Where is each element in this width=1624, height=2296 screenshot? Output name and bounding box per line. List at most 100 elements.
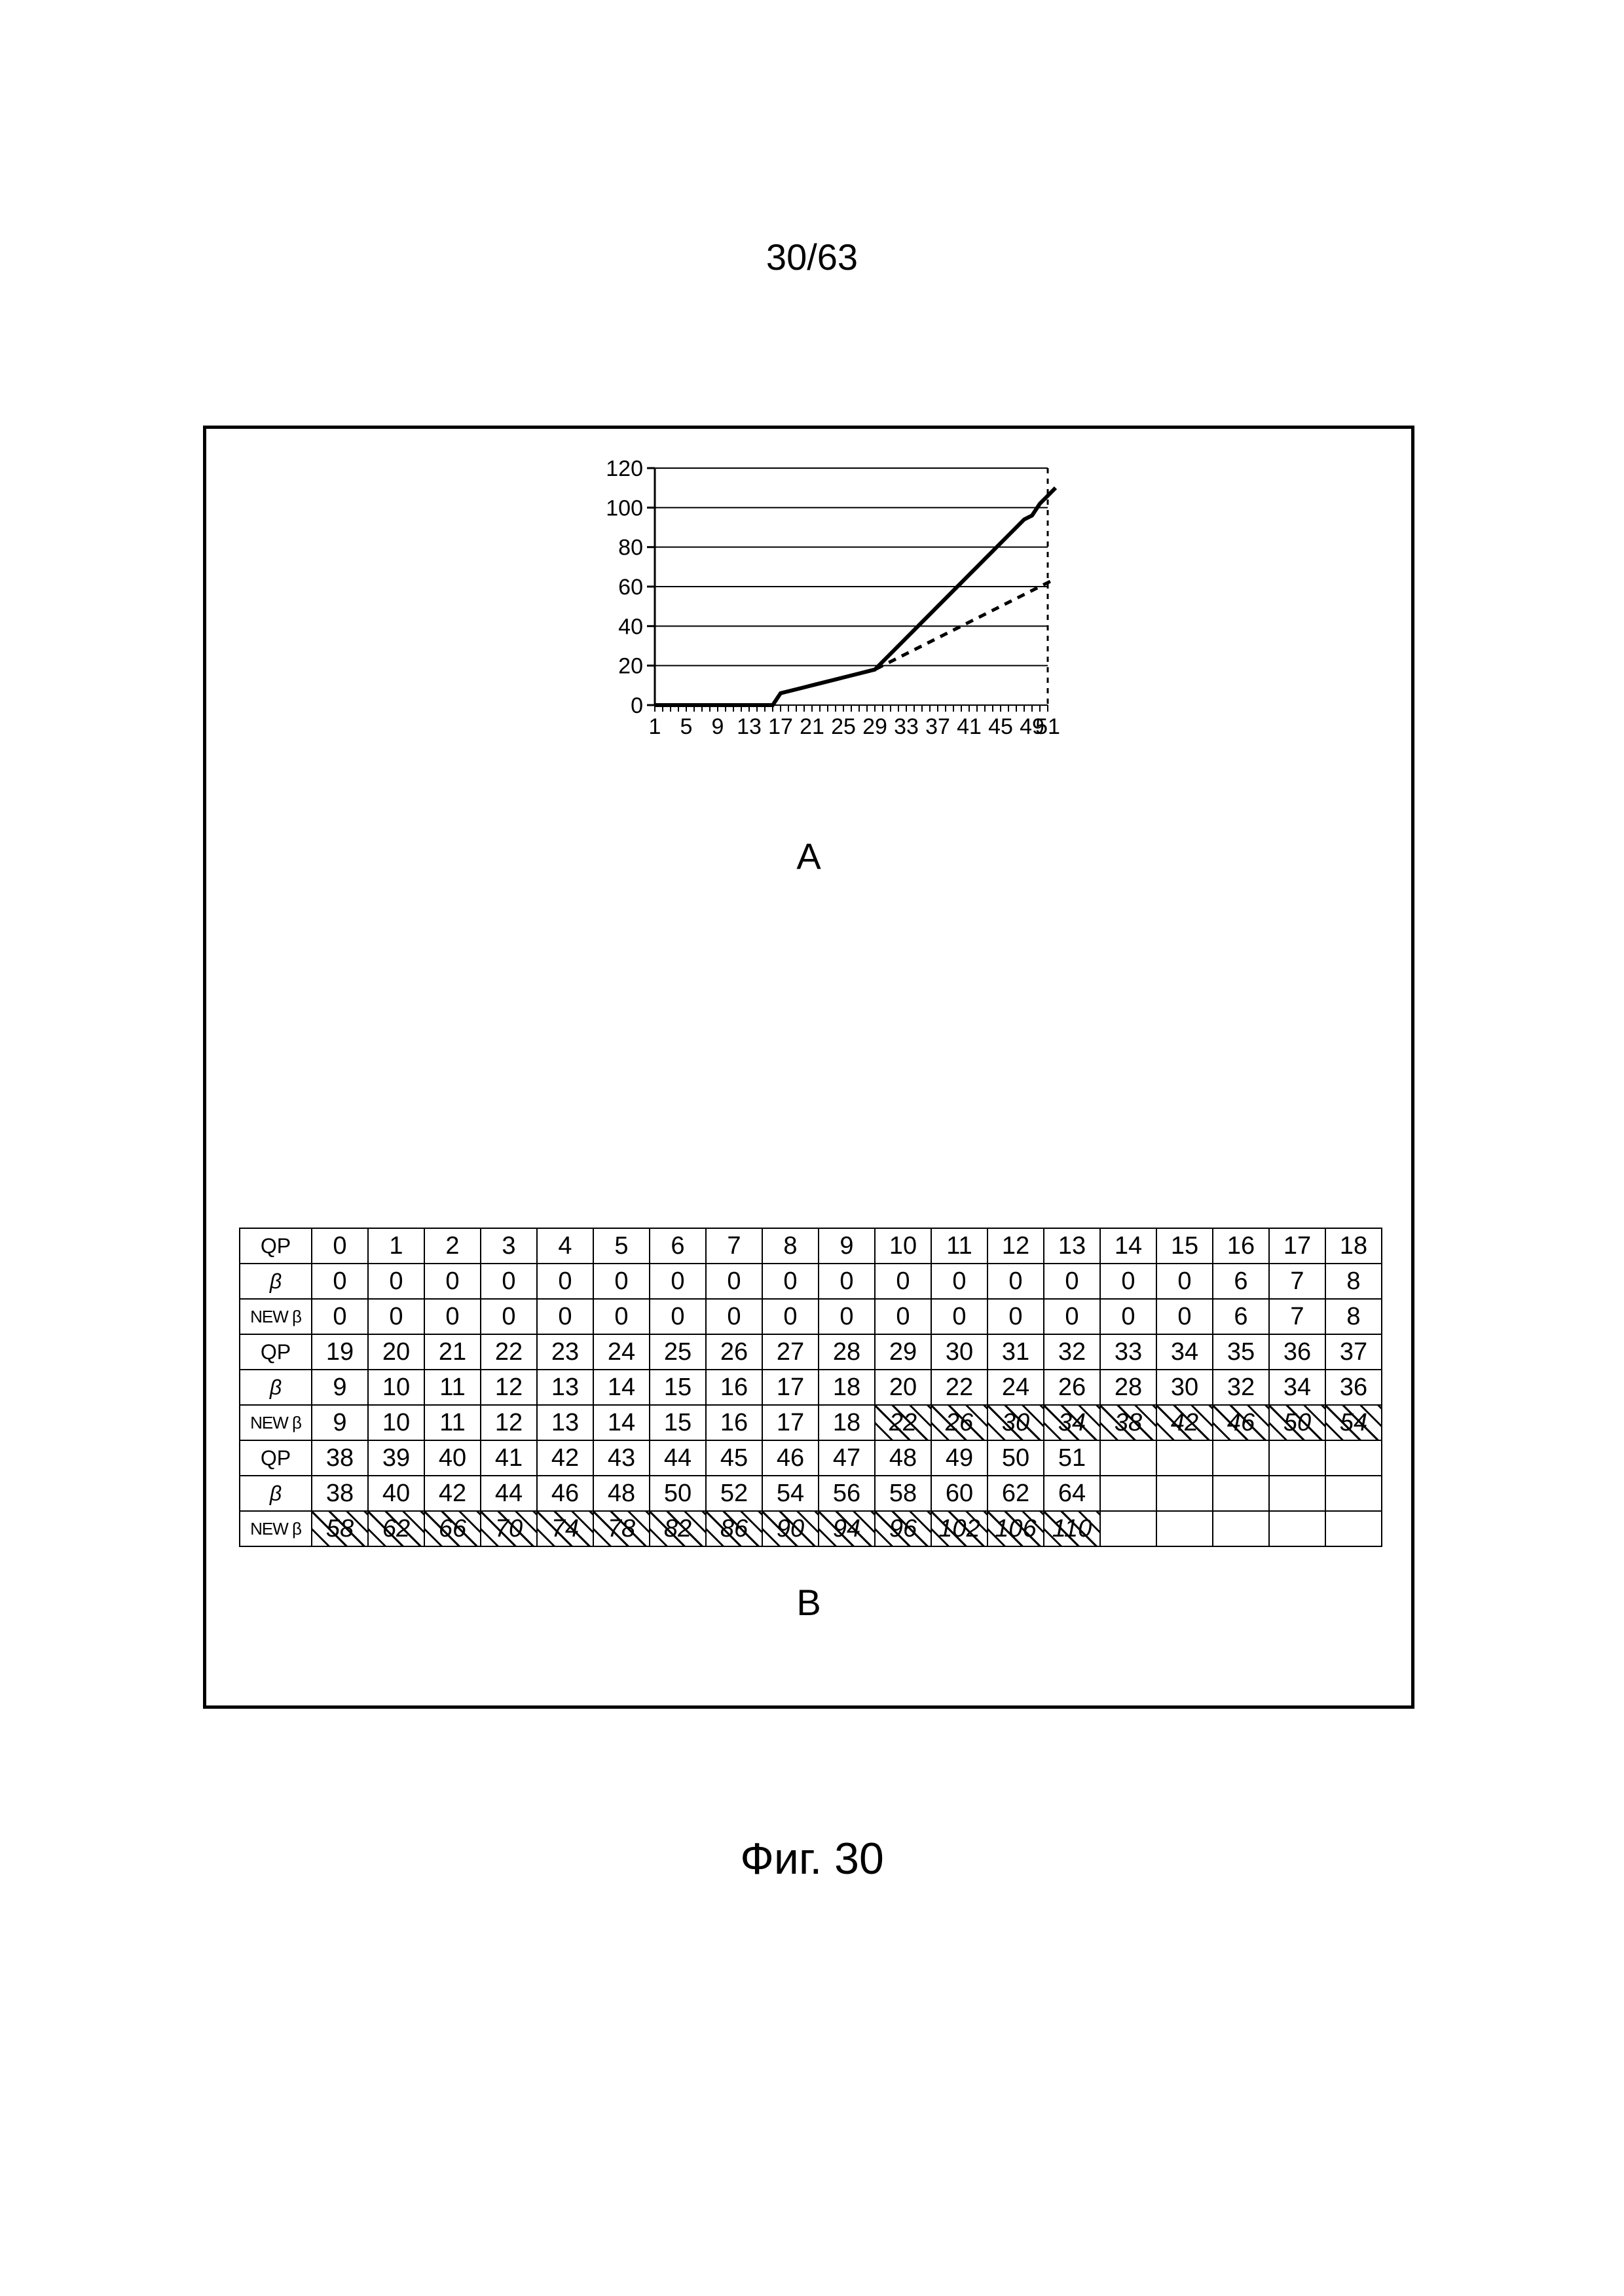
cell: 0 bbox=[706, 1264, 762, 1299]
cell: 22 bbox=[481, 1334, 537, 1370]
cell: 42 bbox=[1156, 1405, 1213, 1440]
panel-b-label: B bbox=[206, 1581, 1411, 1624]
cell: 11 bbox=[424, 1405, 481, 1440]
cell: 38 bbox=[1100, 1405, 1156, 1440]
table-row: NEW β5862667074788286909496102106110 bbox=[240, 1511, 1382, 1546]
cell: 46 bbox=[1213, 1405, 1269, 1440]
cell: 110 bbox=[1044, 1511, 1100, 1546]
table-row: QP3839404142434445464748495051 bbox=[240, 1440, 1382, 1476]
cell: 0 bbox=[706, 1299, 762, 1334]
cell: 0 bbox=[424, 1299, 481, 1334]
cell: 10 bbox=[875, 1228, 931, 1264]
cell: 24 bbox=[987, 1370, 1044, 1405]
cell: 106 bbox=[987, 1511, 1044, 1546]
cell: 48 bbox=[875, 1440, 931, 1476]
cell: 44 bbox=[481, 1476, 537, 1511]
cell: 56 bbox=[819, 1476, 875, 1511]
cell: 18 bbox=[819, 1405, 875, 1440]
cell: 40 bbox=[424, 1440, 481, 1476]
cell: 50 bbox=[650, 1476, 706, 1511]
cell: 21 bbox=[424, 1334, 481, 1370]
cell: 0 bbox=[593, 1299, 650, 1334]
cell: 3 bbox=[481, 1228, 537, 1264]
cell: 48 bbox=[593, 1476, 650, 1511]
cell: 29 bbox=[875, 1334, 931, 1370]
svg-text:9: 9 bbox=[712, 714, 724, 739]
cell: 102 bbox=[931, 1511, 987, 1546]
cell: 0 bbox=[1044, 1264, 1100, 1299]
cell: 7 bbox=[1269, 1264, 1325, 1299]
cell: 9 bbox=[312, 1370, 368, 1405]
cell: 60 bbox=[931, 1476, 987, 1511]
cell: 22 bbox=[875, 1405, 931, 1440]
cell bbox=[1325, 1440, 1382, 1476]
cell: 0 bbox=[875, 1299, 931, 1334]
svg-text:40: 40 bbox=[618, 614, 643, 639]
cell: 43 bbox=[593, 1440, 650, 1476]
svg-text:29: 29 bbox=[862, 714, 887, 739]
cell: 1 bbox=[368, 1228, 424, 1264]
cell: 32 bbox=[1044, 1334, 1100, 1370]
svg-text:20: 20 bbox=[618, 654, 643, 679]
cell bbox=[1213, 1476, 1269, 1511]
cell: 36 bbox=[1325, 1370, 1382, 1405]
cell: 0 bbox=[1156, 1299, 1213, 1334]
cell: 40 bbox=[368, 1476, 424, 1511]
svg-text:80: 80 bbox=[618, 536, 643, 560]
cell: 46 bbox=[762, 1440, 819, 1476]
cell bbox=[1213, 1440, 1269, 1476]
cell: 17 bbox=[762, 1370, 819, 1405]
cell: 42 bbox=[424, 1476, 481, 1511]
cell: 86 bbox=[706, 1511, 762, 1546]
data-table: QP0123456789101112131415161718β000000000… bbox=[239, 1228, 1382, 1547]
cell: 11 bbox=[424, 1370, 481, 1405]
cell: 37 bbox=[1325, 1334, 1382, 1370]
cell: 82 bbox=[650, 1511, 706, 1546]
cell bbox=[1100, 1476, 1156, 1511]
cell: 0 bbox=[931, 1264, 987, 1299]
cell: 0 bbox=[819, 1299, 875, 1334]
cell: 28 bbox=[819, 1334, 875, 1370]
cell: 47 bbox=[819, 1440, 875, 1476]
cell: 66 bbox=[424, 1511, 481, 1546]
cell: 64 bbox=[1044, 1476, 1100, 1511]
row-header: β bbox=[240, 1370, 312, 1405]
svg-text:25: 25 bbox=[831, 714, 856, 739]
cell: 9 bbox=[819, 1228, 875, 1264]
cell: 8 bbox=[762, 1228, 819, 1264]
cell: 14 bbox=[1100, 1228, 1156, 1264]
cell bbox=[1100, 1440, 1156, 1476]
cell: 12 bbox=[987, 1228, 1044, 1264]
svg-text:33: 33 bbox=[894, 714, 919, 739]
cell: 34 bbox=[1156, 1334, 1213, 1370]
cell bbox=[1269, 1440, 1325, 1476]
cell: 58 bbox=[312, 1511, 368, 1546]
svg-text:100: 100 bbox=[606, 496, 643, 520]
cell: 42 bbox=[537, 1440, 593, 1476]
row-header: β bbox=[240, 1476, 312, 1511]
cell: 17 bbox=[1269, 1228, 1325, 1264]
cell: 27 bbox=[762, 1334, 819, 1370]
cell: 18 bbox=[819, 1370, 875, 1405]
cell bbox=[1325, 1476, 1382, 1511]
svg-text:21: 21 bbox=[800, 714, 824, 739]
cell: 0 bbox=[537, 1264, 593, 1299]
figure-caption: Фиг. 30 bbox=[0, 1833, 1624, 1884]
cell: 49 bbox=[931, 1440, 987, 1476]
cell bbox=[1156, 1476, 1213, 1511]
table-row: β0000000000000000678 bbox=[240, 1264, 1382, 1299]
svg-text:13: 13 bbox=[737, 714, 762, 739]
svg-text:5: 5 bbox=[680, 714, 693, 739]
cell: 2 bbox=[424, 1228, 481, 1264]
cell: 0 bbox=[1100, 1299, 1156, 1334]
cell: 74 bbox=[537, 1511, 593, 1546]
row-header: QP bbox=[240, 1334, 312, 1370]
cell: 34 bbox=[1269, 1370, 1325, 1405]
page-number: 30/63 bbox=[0, 236, 1624, 278]
cell: 11 bbox=[931, 1228, 987, 1264]
cell: 26 bbox=[931, 1405, 987, 1440]
cell: 50 bbox=[1269, 1405, 1325, 1440]
table-row: QP19202122232425262728293031323334353637 bbox=[240, 1334, 1382, 1370]
cell: 0 bbox=[819, 1264, 875, 1299]
chart-panel-a: 0204060801001201591317212529333741454951 bbox=[570, 455, 1067, 795]
